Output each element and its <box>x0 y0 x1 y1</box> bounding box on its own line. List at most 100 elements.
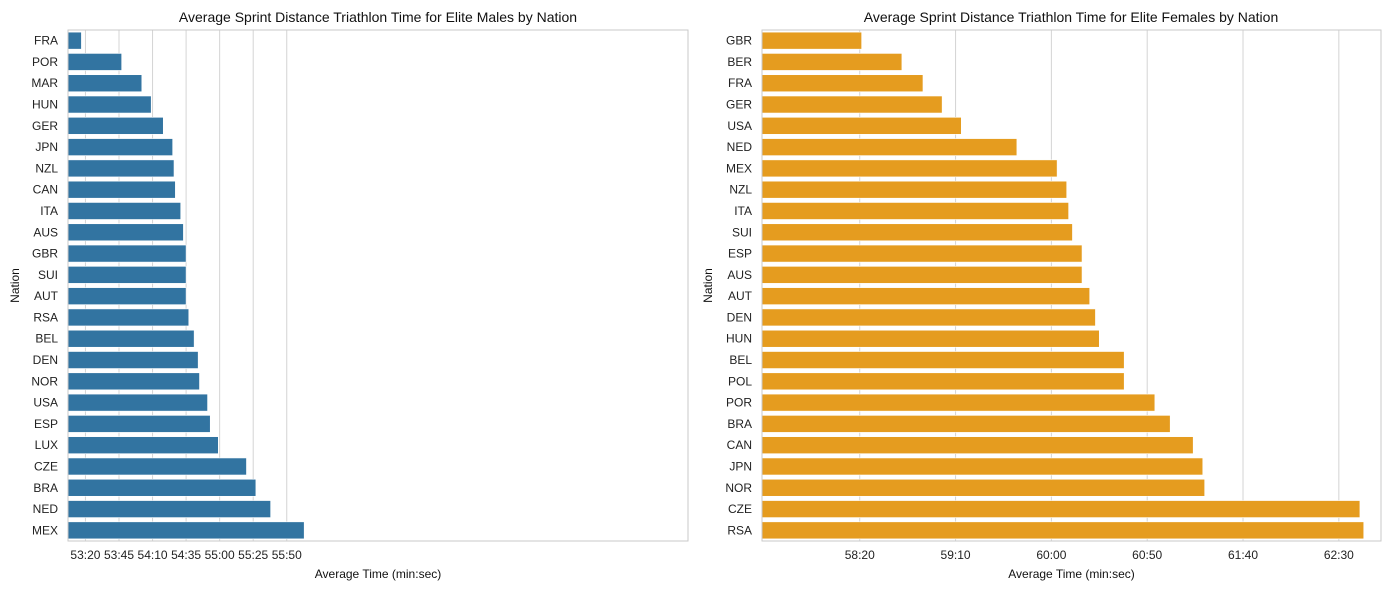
y-tick-label: RSA <box>727 523 752 537</box>
y-tick-label: NZL <box>729 183 752 197</box>
y-tick-label: ESP <box>34 417 58 431</box>
bar-nzl <box>761 180 1068 199</box>
y-tick-label: CZE <box>728 502 752 516</box>
x-tick-label: 58:20 <box>845 548 875 562</box>
y-tick-label: CAN <box>33 183 58 197</box>
bar-jpn <box>67 138 173 156</box>
y-tick-label: BEL <box>35 332 58 346</box>
bar-usa <box>761 116 962 135</box>
y-tick-label: AUS <box>33 225 58 239</box>
y-tick-label: DEN <box>33 353 58 367</box>
y-tick-label: JPN <box>35 140 58 154</box>
y-tick-label: ITA <box>734 204 752 218</box>
x-tick-label: 53:45 <box>104 548 134 562</box>
bar-ita <box>761 202 1069 220</box>
bar-den <box>67 351 199 369</box>
y-tick-label: SUI <box>732 225 752 239</box>
bar-hun <box>67 95 152 114</box>
bar-ber <box>761 53 903 71</box>
bar-rsa <box>67 308 190 327</box>
x-tick-label: 60:50 <box>1132 548 1162 562</box>
y-tick-label: MAR <box>31 76 58 90</box>
y-tick-label: AUT <box>728 289 753 303</box>
y-tick-label: USA <box>727 119 752 133</box>
bar-nor <box>67 372 200 391</box>
bar-ned <box>761 138 1018 156</box>
y-tick-label: HUN <box>32 98 58 112</box>
x-tick-label: 59:10 <box>941 548 971 562</box>
females-chart: 58:20 59:10 60:00 60:50 61:40 62:30 GBR BER FRA G… <box>701 9 1382 581</box>
y-tick-label: RSA <box>33 310 58 324</box>
bar-cze <box>761 500 1361 518</box>
y-tick-label: NOR <box>725 481 752 495</box>
y-axis-label: Nation <box>701 268 715 303</box>
y-tick-label: AUS <box>727 268 752 282</box>
x-tick-label: 61:40 <box>1228 548 1258 562</box>
y-tick-label: GER <box>32 119 58 133</box>
bar-jpn <box>761 457 1204 476</box>
bar-aut <box>67 287 187 305</box>
y-tick-label: ESP <box>728 247 752 261</box>
x-tick-label: 54:10 <box>138 548 168 562</box>
y-tick-label: BER <box>727 55 752 69</box>
bar-bel <box>67 329 195 348</box>
y-tick-label: NOR <box>31 374 58 388</box>
bar-rsa <box>761 521 1365 540</box>
bar-lux <box>67 436 219 455</box>
x-axis-label: Average Time (min:sec) <box>315 567 442 581</box>
plot-frame <box>761 29 1382 542</box>
y-tick-label: POR <box>32 55 58 69</box>
y-tick-label: NED <box>727 140 753 154</box>
y-tick-label: ITA <box>40 204 58 218</box>
y-tick-label: DEN <box>727 310 752 324</box>
bar-bel <box>761 351 1125 369</box>
y-tick-label: GBR <box>726 34 752 48</box>
x-tick-label: 60:00 <box>1036 548 1066 562</box>
x-tick-label: 54:35 <box>171 548 201 562</box>
y-tick-label: POR <box>726 396 752 410</box>
bar-mex <box>67 521 305 540</box>
bar-mar <box>67 74 143 93</box>
bar-por <box>761 393 1156 412</box>
y-tick-label: LUX <box>35 438 58 452</box>
y-tick-label: FRA <box>34 34 58 48</box>
y-tick-label: MEX <box>32 523 58 537</box>
y-tick-label: FRA <box>728 76 752 90</box>
bar-ned <box>67 500 271 518</box>
y-tick-label: BRA <box>727 417 752 431</box>
y-tick-label: HUN <box>726 332 752 346</box>
males-chart: 53:20 53:45 54:10 54:35 55:00 55:25 55:50 FRA PO… <box>8 9 689 581</box>
bar-usa <box>67 393 208 412</box>
y-tick-label: USA <box>33 396 58 410</box>
y-tick-label: GBR <box>32 247 58 261</box>
bar-nzl <box>67 159 175 178</box>
y-tick-label: JPN <box>729 459 752 473</box>
y-tick-label: BRA <box>33 481 58 495</box>
bar-bra <box>761 415 1171 433</box>
y-tick-label: AUT <box>34 289 59 303</box>
y-tick-label: SUI <box>38 268 58 282</box>
bar-esp <box>761 244 1083 263</box>
bar-gbr <box>761 31 862 50</box>
x-tick-label: 55:50 <box>272 548 302 562</box>
bar-aus <box>761 266 1083 284</box>
bar-fra <box>761 74 924 93</box>
bar-ger <box>761 95 943 114</box>
bar-gbr <box>67 244 187 263</box>
x-axis-label: Average Time (min:sec) <box>1008 567 1135 581</box>
bar-aus <box>67 223 184 242</box>
x-tick-label: 62:30 <box>1324 548 1354 562</box>
bar-cze <box>67 457 247 476</box>
bar-can <box>67 180 176 199</box>
y-tick-label: BEL <box>729 353 752 367</box>
bar-mex <box>761 159 1058 178</box>
chart-title: Average Sprint Distance Triathlon Time f… <box>179 9 577 25</box>
bar-ita <box>67 202 182 220</box>
bar-bra <box>67 478 257 497</box>
x-tick-label: 55:25 <box>238 548 268 562</box>
y-tick-label: POL <box>728 374 752 388</box>
y-tick-label: GER <box>726 98 752 112</box>
bar-pol <box>761 372 1125 391</box>
y-tick-label: MEX <box>726 161 752 175</box>
